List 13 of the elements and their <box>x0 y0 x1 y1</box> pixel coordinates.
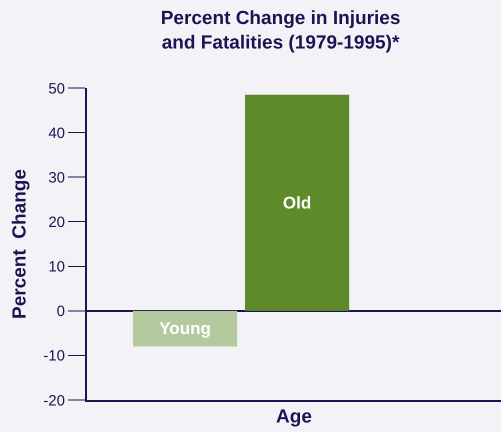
chart-title: Percent Change in Injuries and Fatalities (1979-1995)* <box>160 8 400 54</box>
x-axis-title: Age <box>276 406 312 428</box>
y-tick-label: -10 <box>43 348 65 365</box>
y-tick-label: 50 <box>48 80 65 98</box>
x-tick-label: Young <box>159 319 211 338</box>
y-tick-label: -20 <box>43 392 65 410</box>
y-tick-label: 0 <box>56 303 65 320</box>
y-tick-label: 30 <box>48 169 65 186</box>
x-tick-label: Old <box>282 193 312 212</box>
y-axis-title: Percent Change <box>10 169 31 319</box>
y-tick-label: 20 <box>48 214 65 231</box>
y-tick-label: 40 <box>48 124 65 142</box>
y-tick-label: 10 <box>48 258 65 276</box>
